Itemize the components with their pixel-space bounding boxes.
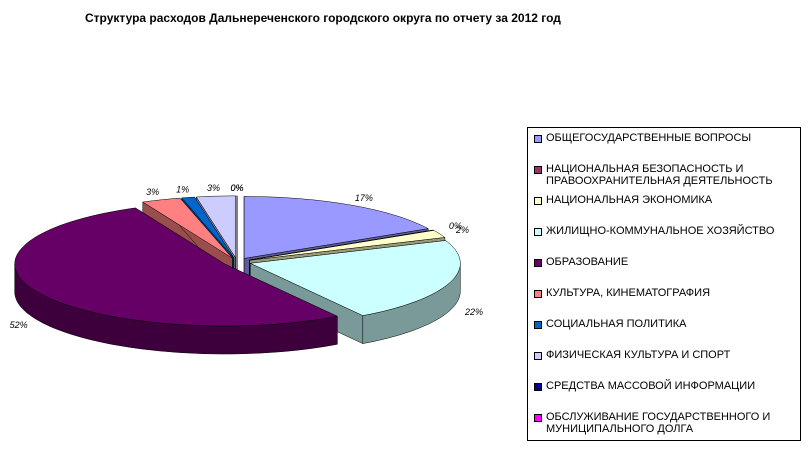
legend-label: КУЛЬТУРА, КИНЕМАТОГРАФИЯ xyxy=(546,287,711,299)
legend-swatch xyxy=(534,166,542,174)
legend-label: ОБРАЗОВАНИЕ xyxy=(546,256,629,268)
legend-label: СОЦИАЛЬНАЯ ПОЛИТИКА xyxy=(546,318,687,330)
legend-swatch xyxy=(534,321,542,329)
legend-label: СРЕДСТВА МАССОВОЙ ИНФОРМАЦИИ xyxy=(546,380,756,392)
legend-item: НАЦИОНАЛЬНАЯ ЭКОНОМИКА xyxy=(534,194,800,225)
legend: ОБЩЕГОСУДАРСТВЕННЫЕ ВОПРОСЫ НАЦИОНАЛЬНАЯ … xyxy=(527,127,801,441)
slice xyxy=(142,197,233,259)
legend-item: ОБЩЕГОСУДАРСТВЕННЫЕ ВОПРОСЫ xyxy=(534,132,800,163)
legend-label: НАЦИОНАЛЬНАЯ ЭКОНОМИКА xyxy=(546,194,713,206)
legend-item: СРЕДСТВА МАССОВОЙ ИНФОРМАЦИИ xyxy=(534,380,800,411)
legend-item: НАЦИОНАЛЬНАЯ БЕЗОПАСНОСТЬ И ПРАВООХРАНИТ… xyxy=(534,163,800,194)
legend-label: ОБСЛУЖИВАНИЕ ГОСУДАРСТВЕННОГО И МУНИЦИПА… xyxy=(546,411,771,435)
value-label: 0% xyxy=(449,221,462,231)
value-label: 1% xyxy=(176,185,189,195)
value-label: 22% xyxy=(464,307,483,317)
value-label: 52% xyxy=(10,320,28,330)
slice xyxy=(181,196,235,259)
legend-swatch xyxy=(534,383,542,391)
legend-item: СОЦИАЛЬНАЯ ПОЛИТИКА xyxy=(534,318,800,349)
chart-title: Структура расходов Дальнереченского горо… xyxy=(85,11,561,25)
legend-label: ФИЗИЧЕСКАЯ КУЛЬТУРА И СПОРТ xyxy=(546,349,731,361)
value-label: 3% xyxy=(146,187,159,197)
legend-item: ОБРАЗОВАНИЕ xyxy=(534,256,800,287)
legend-swatch xyxy=(534,135,542,143)
legend-swatch xyxy=(534,197,542,205)
legend-item: ЖИЛИЩНО-КОММУНАЛЬНОЕ ХОЗЯЙСТВО xyxy=(534,225,800,256)
slice xyxy=(249,240,461,316)
value-label: 17% xyxy=(355,193,373,203)
legend-item: ФИЗИЧЕСКАЯ КУЛЬТУРА И СПОРТ xyxy=(534,349,800,380)
value-label: 0% xyxy=(230,183,243,193)
value-label: 3% xyxy=(207,183,220,193)
slice xyxy=(249,229,434,261)
slice xyxy=(243,196,429,259)
legend-swatch xyxy=(534,228,542,236)
value-label: 2% xyxy=(455,225,469,235)
value-label: 0% xyxy=(230,183,243,193)
slice xyxy=(195,195,236,259)
legend-swatch xyxy=(534,290,542,298)
legend-label: НАЦИОНАЛЬНАЯ БЕЗОПАСНОСТЬ И ПРАВООХРАНИТ… xyxy=(546,163,773,187)
legend-item: ОБСЛУЖИВАНИЕ ГОСУДАРСТВЕННОГО И МУНИЦИПА… xyxy=(534,411,800,442)
legend-item: КУЛЬТУРА, КИНЕМАТОГРАФИЯ xyxy=(534,287,800,318)
legend-swatch xyxy=(534,414,542,422)
legend-label: ЖИЛИЩНО-КОММУНАЛЬНОЕ ХОЗЯЙСТВО xyxy=(546,225,775,237)
legend-label: ОБЩЕГОСУДАРСТВЕННЫЕ ВОПРОСЫ xyxy=(546,132,752,144)
slice xyxy=(14,207,339,327)
slice xyxy=(249,230,446,261)
legend-swatch xyxy=(534,259,542,267)
legend-swatch xyxy=(534,352,542,360)
